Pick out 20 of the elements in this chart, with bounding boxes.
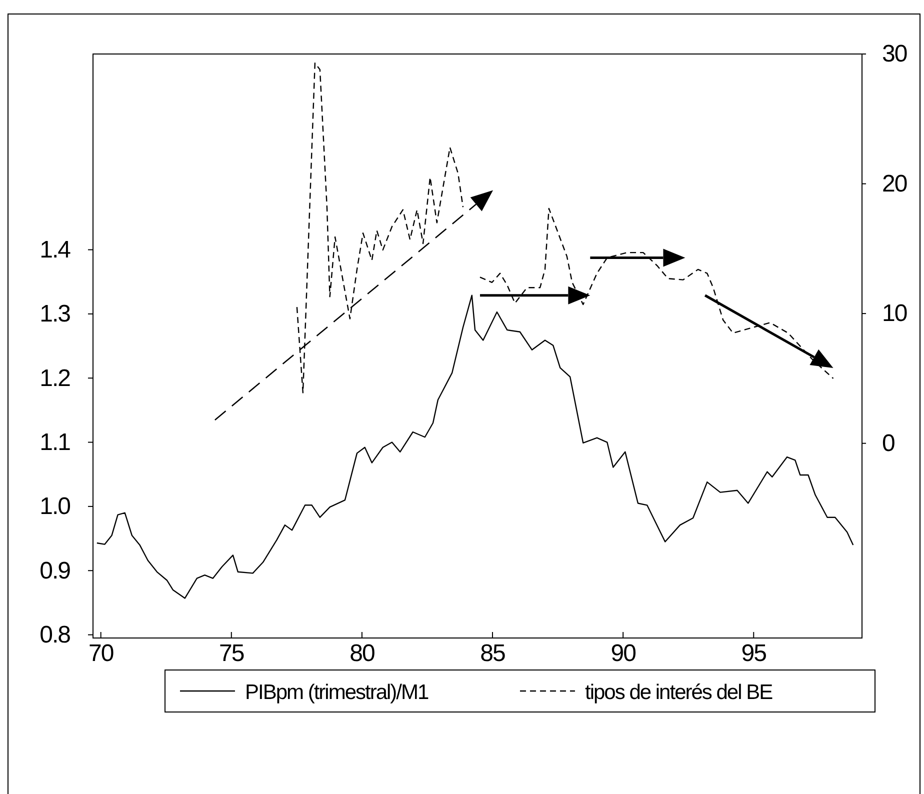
x-tick-label: 70 [88,640,114,668]
legend-label: tipos de interés del BE [585,681,774,704]
y2-tick-label: 30 [882,40,908,68]
x-tick-label: 80 [350,640,375,668]
y-tick-label: 0.8 [40,621,71,648]
x-tick-label: 95 [741,640,767,668]
y2-tick-label: 20 [882,170,908,198]
legend-label: PIBpm (trimestral)/M1 [245,681,429,704]
y-tick-label: 1.3 [40,300,71,328]
y2-tick-label: 10 [882,300,908,328]
x-tick-label: 85 [480,640,506,668]
y2-tick-label: 0 [882,430,895,458]
line-series [96,294,854,599]
y-tick-label: 1.4 [40,236,71,264]
x-tick-label: 90 [610,640,636,668]
y-tick-label: 1.1 [40,428,71,456]
y-tick-label: 1.0 [40,493,71,520]
y-tick-label: 1.2 [40,364,71,392]
y-tick-label: 0.9 [40,557,71,584]
x-tick-label: 75 [219,640,244,668]
